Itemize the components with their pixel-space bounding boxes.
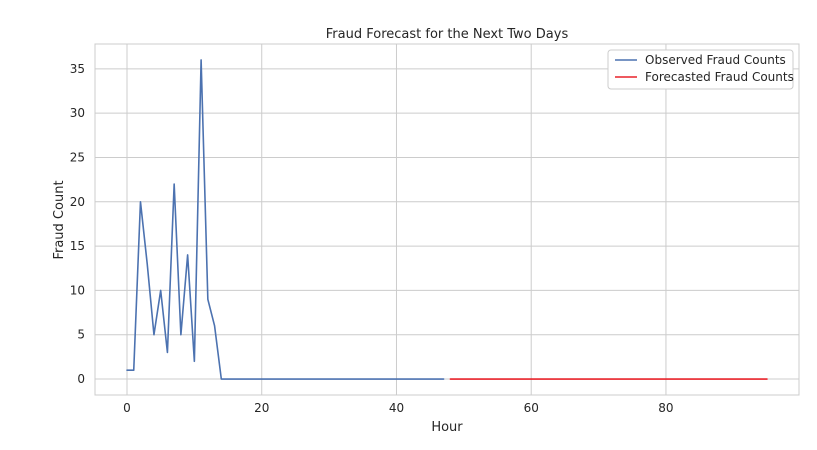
y-tick-label: 25 — [70, 150, 85, 164]
y-tick-label: 30 — [70, 106, 85, 120]
chart-title: Fraud Forecast for the Next Two Days — [326, 27, 569, 42]
x-tick-label: 20 — [254, 401, 269, 415]
legend-box — [607, 49, 794, 90]
series-line-observed — [126, 59, 445, 380]
x-tick-labels: 0 20 40 60 80 — [123, 401, 673, 415]
legend-label-forecast: Forecasted Fraud Counts — [645, 70, 794, 84]
y-tick-label: 35 — [70, 62, 85, 76]
x-axis-title: Hour — [431, 420, 463, 435]
x-tick-label: 40 — [389, 401, 404, 415]
legend-label-observed: Observed Fraud Counts — [645, 53, 786, 67]
y-tick-label: 0 — [77, 372, 85, 386]
x-tick-label: 80 — [658, 401, 673, 415]
x-tick-label: 0 — [123, 401, 131, 415]
y-tick-label: 5 — [77, 328, 85, 342]
y-tick-labels: 0 5 10 15 20 25 30 35 — [70, 62, 85, 386]
x-tick-label: 60 — [524, 401, 539, 415]
plot-area — [94, 43, 800, 396]
y-axis-title: Fraud Count — [52, 180, 67, 259]
legend: Observed Fraud Counts Forecasted Fraud C… — [607, 49, 794, 90]
y-tick-label: 20 — [70, 195, 85, 209]
y-tick-label: 15 — [70, 239, 85, 253]
series-lines — [126, 59, 768, 380]
y-tick-label: 10 — [70, 283, 85, 297]
